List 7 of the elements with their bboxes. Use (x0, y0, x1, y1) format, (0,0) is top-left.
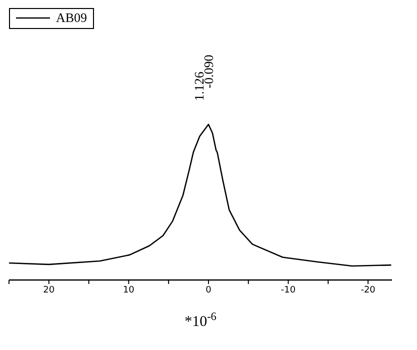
x-tick-label: 10 (122, 285, 135, 296)
x-axis-title: *10$^{-6}$ (184, 311, 217, 330)
x-tick-label: -10 (280, 285, 296, 296)
x-tick-label: 0 (206, 285, 212, 296)
legend-label: AB09 (56, 10, 88, 26)
x-tick-label: -20 (360, 285, 376, 296)
x-tick-label: 20 (43, 285, 55, 296)
